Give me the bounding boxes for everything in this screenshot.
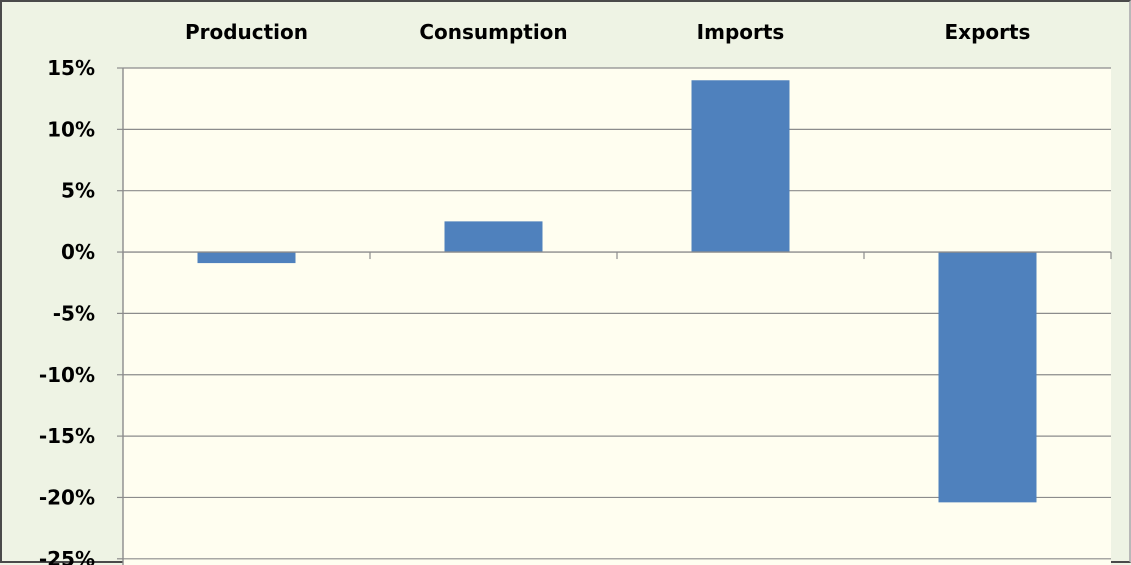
y-tick-label: -15% xyxy=(39,424,95,448)
y-tick-label: 10% xyxy=(47,117,95,141)
y-tick-label: 0% xyxy=(61,240,95,264)
bars xyxy=(197,80,1037,503)
bar-exports xyxy=(938,252,1037,503)
category-labels: Production Consumption Imports Exports xyxy=(185,20,1031,44)
category-label-consumption: Consumption xyxy=(419,20,567,44)
bar-production xyxy=(197,252,296,264)
y-tick-labels: 15% 10% 5% 0% -5% -10% -15% -20% -25% xyxy=(39,56,95,565)
category-label-exports: Exports xyxy=(945,20,1031,44)
bar-imports xyxy=(691,80,790,253)
y-tick-label: -10% xyxy=(39,363,95,387)
y-tick-label: -5% xyxy=(53,301,95,325)
y-tick-label: -25% xyxy=(39,547,95,565)
y-tick-label: 5% xyxy=(61,179,95,203)
y-tick-label: 15% xyxy=(47,56,95,80)
axes xyxy=(117,67,1112,565)
category-label-production: Production xyxy=(185,20,308,44)
bar-consumption xyxy=(444,221,543,253)
category-label-imports: Imports xyxy=(697,20,785,44)
y-tick-label: -20% xyxy=(39,485,95,509)
